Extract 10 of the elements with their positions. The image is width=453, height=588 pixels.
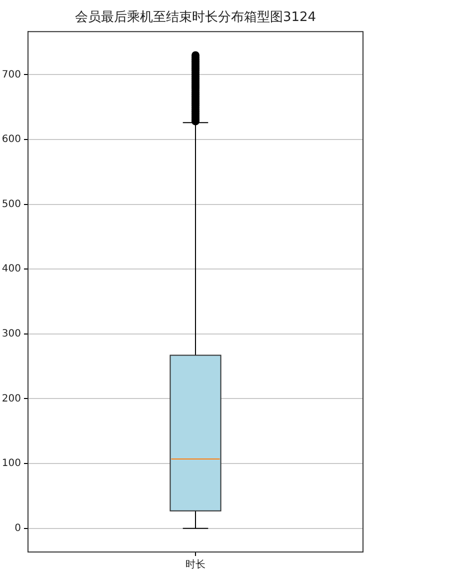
y-tick-label: 500 (2, 198, 21, 210)
y-tick-label: 100 (2, 458, 21, 470)
y-tick-label: 700 (2, 69, 21, 80)
chart-title: 会员最后乘机至结束时长分布箱型图3124 (74, 10, 316, 26)
y-tick-label: 300 (2, 328, 21, 340)
y-tick-label: 400 (2, 264, 21, 275)
y-tick-label: 200 (2, 393, 21, 404)
y-tick-label: 0 (14, 522, 21, 534)
x-tick-label: 时长 (186, 558, 206, 571)
y-tick-label: 600 (2, 134, 21, 146)
